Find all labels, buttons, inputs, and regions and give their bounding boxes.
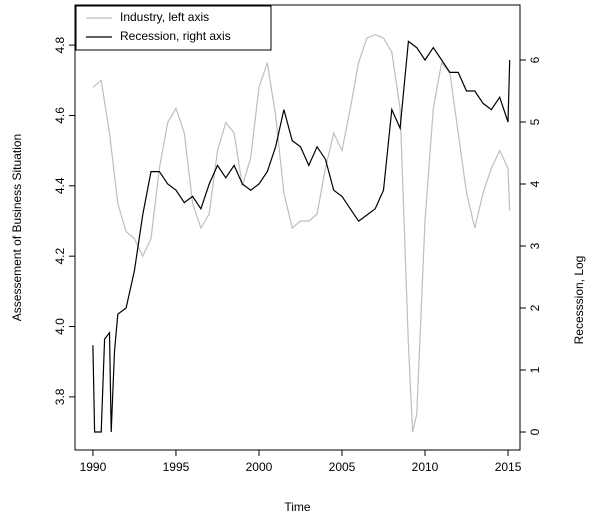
x-tick-label: 2005 <box>329 460 356 474</box>
y-tick-label: 4.8 <box>53 36 67 53</box>
x-axis-title: Time <box>284 500 311 514</box>
x-tick-label: 1995 <box>163 460 190 474</box>
x-tick-label: 1990 <box>80 460 107 474</box>
series-line <box>92 33 511 433</box>
plot-frame <box>74 4 521 451</box>
y2-tick-label: 4 <box>528 180 542 187</box>
x-tick-label: 2015 <box>495 460 522 474</box>
y2-tick-label: 5 <box>528 118 542 125</box>
legend: Industry, left axis Recession, right axis <box>75 5 272 51</box>
x-tick-label: 2000 <box>246 460 273 474</box>
y-tick-label: 4.0 <box>53 318 67 335</box>
series-line <box>92 40 511 433</box>
y-tick-label: 4.2 <box>53 248 67 265</box>
legend-box <box>75 5 272 51</box>
y2-tick-label: 6 <box>528 56 542 63</box>
x-tick-label: 2010 <box>412 460 439 474</box>
legend-label: Industry, left axis <box>120 10 209 24</box>
y2-tick-label: 0 <box>528 428 542 435</box>
y2-tick-label: 3 <box>528 242 542 249</box>
y-tick-label: 3.8 <box>53 388 67 405</box>
y2-tick-label: 1 <box>528 366 542 373</box>
y2-axis-title: Recesssion, Log <box>572 256 586 345</box>
y2-tick-label: 2 <box>528 304 542 311</box>
y-tick-label: 4.6 <box>53 107 67 124</box>
legend-label: Recession, right axis <box>120 29 231 43</box>
y-tick-label: 4.4 <box>53 177 67 194</box>
y-axis-title: Assessement of Business Situation <box>10 134 24 321</box>
